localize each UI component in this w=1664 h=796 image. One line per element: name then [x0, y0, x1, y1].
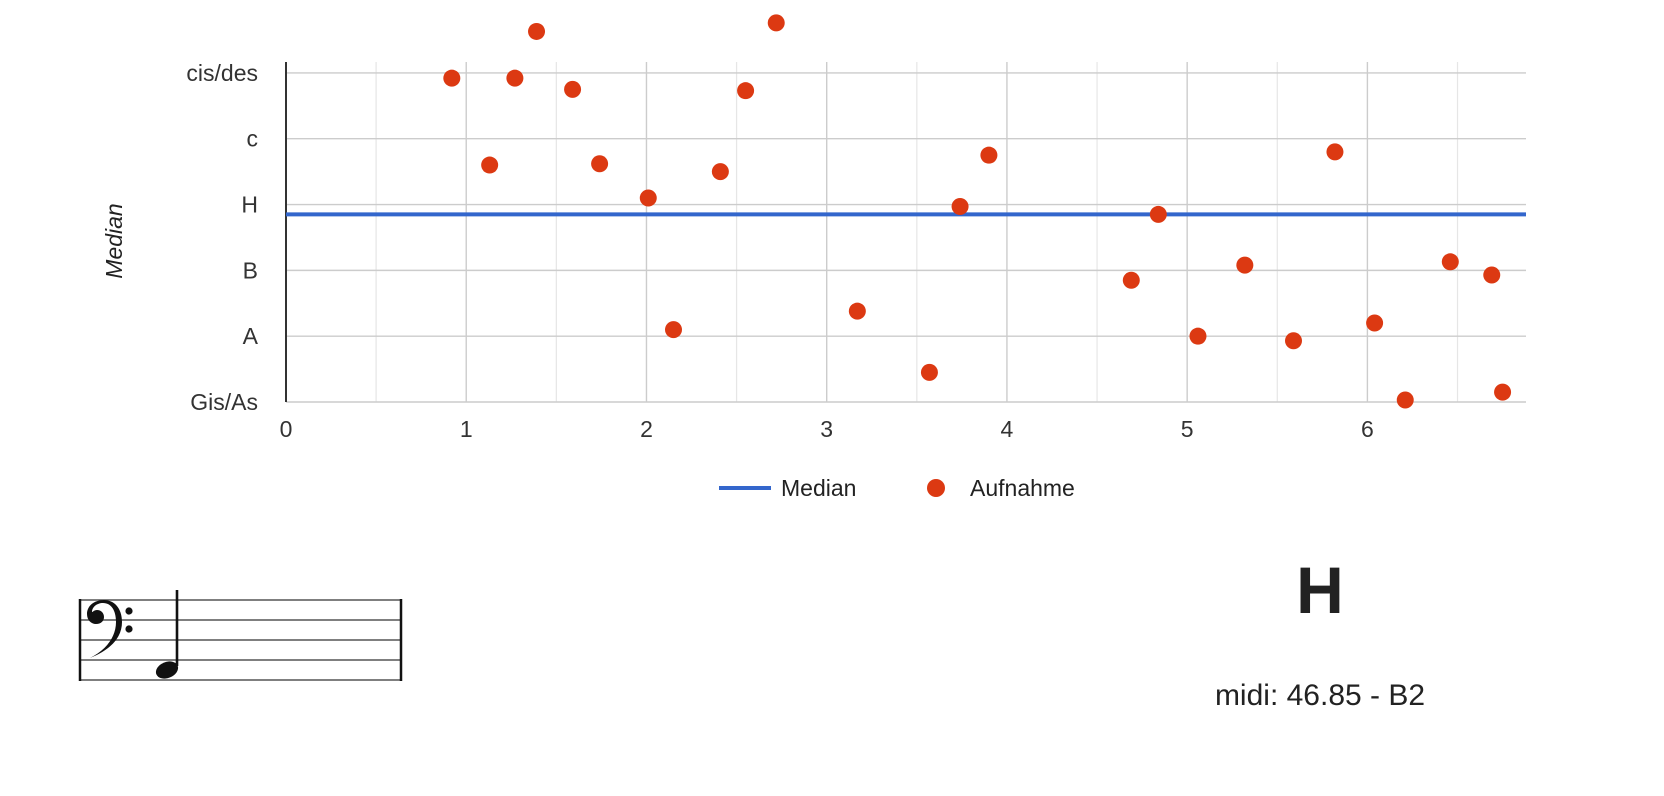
data-point — [920, 363, 938, 381]
y-axis-label: Median — [101, 203, 127, 278]
data-point — [767, 14, 785, 32]
minor-gridlines — [375, 62, 1459, 402]
data-point — [1483, 266, 1501, 284]
data-point — [443, 69, 461, 87]
staff-lines — [80, 599, 402, 681]
data-point — [848, 302, 866, 320]
y-tick-label: Gis/As — [190, 389, 258, 415]
data-point — [1285, 332, 1302, 350]
midi-info: midi: 46.85 - B2 — [1214, 679, 1426, 712]
data-point — [980, 146, 998, 164]
data-point — [639, 189, 657, 207]
y-tick-label: H — [241, 192, 258, 218]
y-tick-label: A — [243, 323, 259, 349]
x-tick-labels: 0 1 2 3 4 5 6 — [280, 416, 1374, 442]
x-tick-label: 3 — [820, 416, 833, 442]
data-point — [1236, 256, 1254, 274]
legend-aufnahme-label: Aufnahme — [970, 475, 1075, 500]
data-point — [1366, 314, 1384, 332]
legend-aufnahme-swatch — [927, 479, 945, 497]
data-point — [506, 69, 524, 87]
x-tick-label: 4 — [1001, 416, 1014, 442]
y-tick-label: B — [243, 257, 258, 283]
note-name: H — [1296, 553, 1344, 627]
x-tick-label: 6 — [1361, 416, 1374, 442]
data-point — [737, 82, 755, 100]
y-tick-label: c — [247, 126, 259, 152]
x-tick-label: 0 — [280, 416, 293, 442]
x-tick-label: 5 — [1181, 416, 1194, 442]
data-point — [1326, 143, 1344, 161]
data-point — [1189, 327, 1207, 345]
x-tick-label: 2 — [640, 416, 653, 442]
y-tick-labels: Gis/As A B Hc cis/des — [186, 60, 258, 415]
data-point — [1441, 253, 1459, 271]
x-tick-label: 1 — [460, 416, 473, 442]
pitch-chart: Gis/As A B Hc cis/des 0 1 2 3 4 5 6 Median Median A… — [101, 14, 1526, 500]
y-tick-label: cis/des — [186, 60, 258, 86]
data-point — [1149, 205, 1167, 223]
major-gridlines — [286, 62, 1526, 403]
data-point — [564, 80, 582, 98]
legend-median-label: Median — [781, 475, 856, 500]
music-staff — [78, 590, 403, 681]
data-point — [591, 155, 609, 173]
bass-clef-icon — [87, 600, 133, 658]
data-point — [1122, 271, 1140, 289]
series-layer — [286, 14, 1526, 409]
data-point — [481, 156, 499, 174]
data-point — [665, 321, 682, 339]
quarter-note-icon — [155, 590, 179, 679]
data-point — [1396, 391, 1414, 409]
legend: Median Aufnahme — [719, 475, 1075, 500]
data-point — [951, 198, 969, 216]
data-point — [1494, 383, 1512, 401]
data-point — [711, 163, 729, 181]
data-point — [528, 22, 546, 40]
